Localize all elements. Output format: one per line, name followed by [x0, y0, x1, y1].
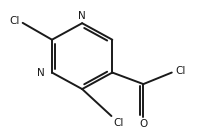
Text: Cl: Cl — [9, 16, 19, 26]
Text: Cl: Cl — [113, 118, 124, 128]
Text: N: N — [37, 67, 44, 78]
Text: O: O — [139, 119, 148, 129]
Text: N: N — [78, 11, 86, 21]
Text: Cl: Cl — [175, 66, 186, 76]
